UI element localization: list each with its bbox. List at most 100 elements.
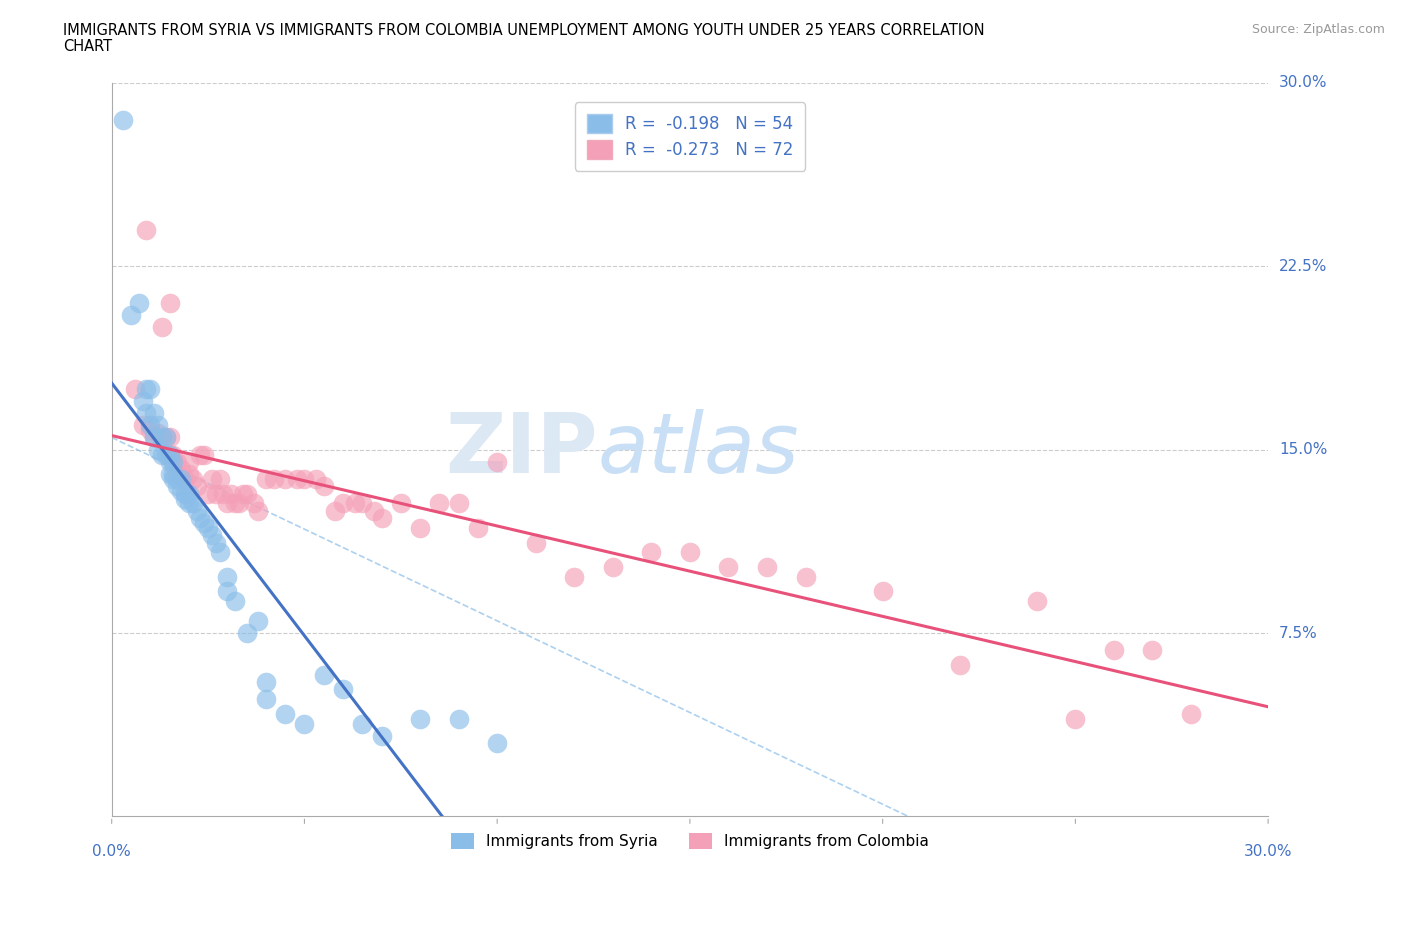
Point [332,682,354,697]
Point [602,560,624,575]
Point [162,455,184,470]
Point [143,430,166,445]
Point [159,455,181,470]
Point [312,667,335,682]
Point [228,496,250,511]
Point [247,503,270,518]
Point [370,728,392,743]
Point [1025,594,1047,609]
Point [204,535,226,550]
Point [949,658,972,672]
Point [370,511,392,525]
Text: Source: ZipAtlas.com: Source: ZipAtlas.com [1251,23,1385,36]
Point [120,308,142,323]
Point [177,455,200,470]
Point [177,467,200,482]
Point [166,455,188,470]
Point [247,614,270,629]
Point [155,430,177,445]
Text: IMMIGRANTS FROM SYRIA VS IMMIGRANTS FROM COLOMBIA UNEMPLOYMENT AMONG YOUTH UNDER: IMMIGRANTS FROM SYRIA VS IMMIGRANTS FROM… [63,23,984,38]
Point [159,447,181,462]
Point [150,447,173,462]
Point [139,418,162,432]
Point [872,584,894,599]
Point [197,486,219,501]
Point [717,560,740,575]
Point [562,569,585,584]
Point [305,472,328,486]
Point [174,486,197,501]
Point [363,503,385,518]
Point [389,496,412,511]
Point [254,472,277,486]
Point [243,496,266,511]
Point [162,472,184,486]
Point [427,496,450,511]
Point [312,479,335,494]
Point [193,515,215,530]
Text: 7.5%: 7.5% [1279,626,1317,641]
Point [409,711,432,726]
Point [1064,711,1087,726]
Point [162,455,184,470]
Point [467,521,489,536]
Point [285,472,308,486]
Point [224,496,246,511]
Point [146,443,169,458]
Point [235,486,257,501]
Point [217,496,239,511]
Point [201,528,224,543]
Point [274,472,297,486]
Point [150,430,173,445]
Point [174,472,197,486]
Point [219,486,242,501]
Point [217,584,239,599]
Point [170,472,193,486]
Point [186,503,208,518]
Point [177,486,200,501]
Point [232,486,254,501]
Point [486,736,509,751]
Point [143,430,166,445]
Point [224,594,246,609]
Point [208,545,231,560]
Point [263,472,285,486]
Text: 15.0%: 15.0% [1279,442,1327,458]
Point [204,486,226,501]
Point [131,393,153,408]
Point [170,462,193,477]
Point [756,560,779,575]
Point [186,479,208,494]
Point [170,472,193,486]
Point [135,381,157,396]
Point [135,405,157,420]
Point [166,479,188,494]
Point [294,472,316,486]
Text: 30.0%: 30.0% [1279,75,1327,90]
Point [170,484,193,498]
Point [409,521,432,536]
Point [150,320,173,335]
Text: 30.0%: 30.0% [1244,844,1292,859]
Point [174,491,197,506]
Point [208,472,231,486]
Point [155,447,177,462]
Point [352,716,374,731]
Legend: Immigrants from Syria, Immigrants from Colombia: Immigrants from Syria, Immigrants from C… [440,823,939,860]
Point [181,472,204,486]
Point [162,467,184,482]
Point [155,430,177,445]
Point [1142,643,1164,658]
Point [135,222,157,237]
Point [1180,706,1202,721]
Point [447,496,470,511]
Point [139,381,162,396]
Point [146,418,169,432]
Point [143,405,166,420]
Point [524,535,547,550]
Point [131,418,153,432]
Point [139,423,162,438]
Point [486,455,509,470]
Point [323,503,346,518]
Point [679,545,702,560]
